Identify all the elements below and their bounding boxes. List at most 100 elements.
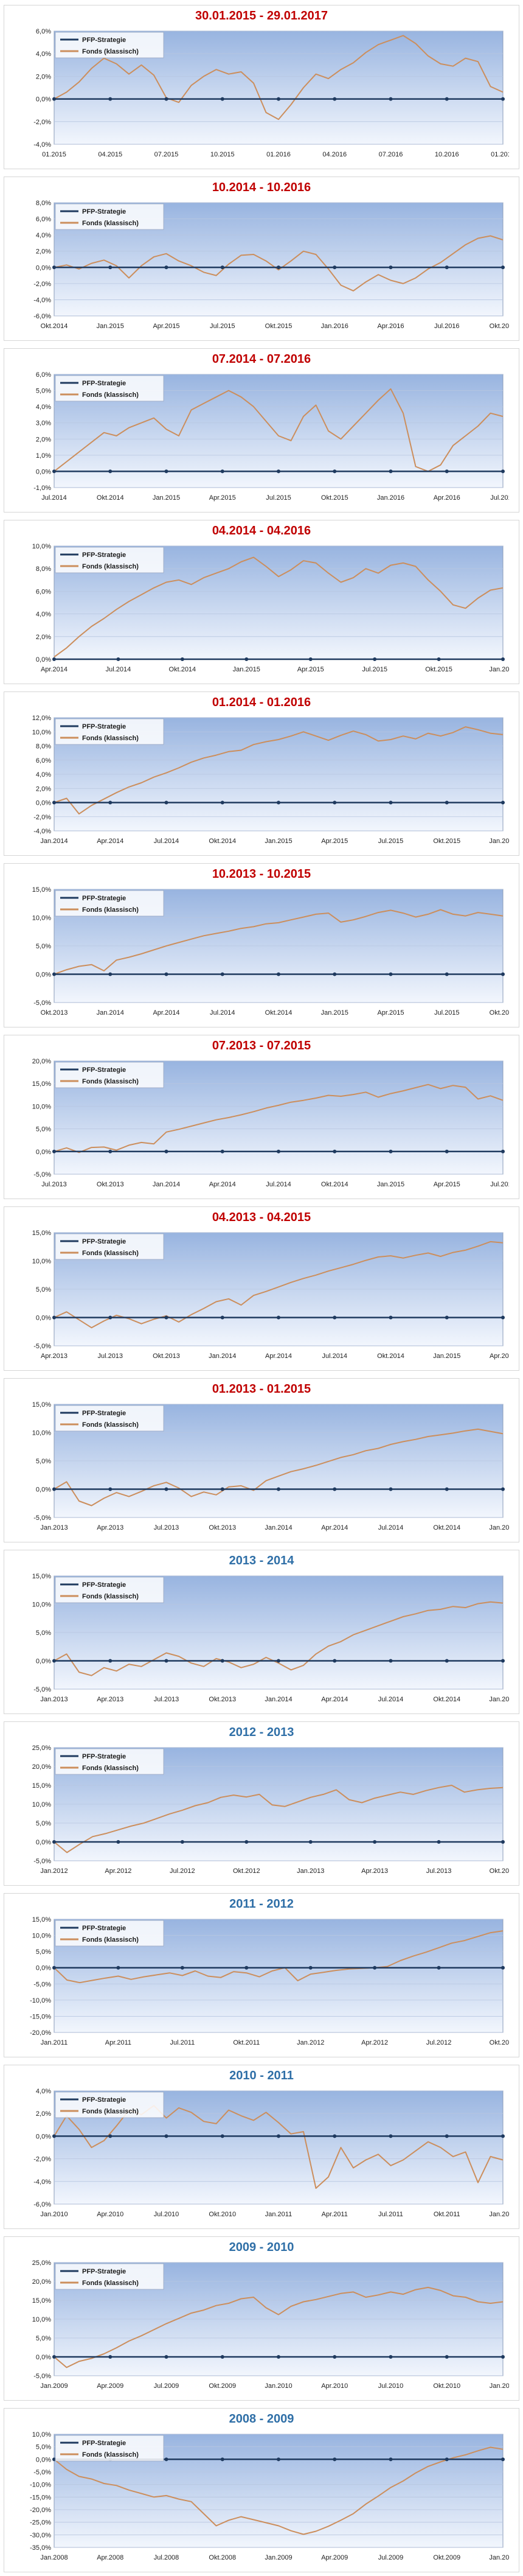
strategie-marker bbox=[501, 657, 505, 661]
y-tick-label: -20,0% bbox=[30, 2029, 51, 2037]
strategie-marker bbox=[389, 469, 393, 474]
y-tick-label: 0,0% bbox=[36, 1965, 51, 1972]
strategie-marker bbox=[389, 2134, 393, 2138]
y-tick-label: 6,0% bbox=[36, 757, 51, 765]
legend: PFP-Strategie Fonds (klassisch) bbox=[55, 203, 164, 230]
strategie-marker bbox=[116, 657, 120, 661]
y-tick-label: 5,0% bbox=[36, 1458, 51, 1465]
strategie-marker bbox=[333, 1315, 337, 1320]
line-chart: -5,0% 0,0% 5,0% 10,0% 15,0% Jan.2013 Apr.2013 J… bbox=[32, 1401, 509, 1531]
x-tick-label: Apr.2015 bbox=[297, 666, 324, 673]
legend-label-strategie: PFP-Strategie bbox=[82, 1238, 126, 1245]
x-tick-label: Okt.2009 bbox=[209, 2382, 236, 2390]
legend-box bbox=[55, 32, 164, 58]
y-tick-label: 0,0% bbox=[36, 800, 51, 807]
chart-title: 2010 - 2011 bbox=[229, 2069, 294, 2082]
y-tick-label: 20,0% bbox=[32, 2278, 51, 2286]
x-tick-label: Okt.2013 bbox=[490, 1867, 509, 1875]
strategie-marker bbox=[501, 2355, 505, 2359]
strategie-marker bbox=[220, 1315, 224, 1320]
x-tick-label: Jul.2015 bbox=[210, 323, 235, 330]
y-tick-label: -5,0% bbox=[33, 999, 51, 1007]
x-tick-label: Apr.2009 bbox=[97, 2382, 123, 2390]
line-chart: -5,0% 0,0% 5,0% 10,0% 15,0% 20,0% 25,0% Jan.201… bbox=[32, 1745, 509, 1875]
strategie-marker bbox=[445, 1487, 449, 1491]
chart-title: 2011 - 2012 bbox=[229, 1897, 294, 1911]
y-tick-label: 6,0% bbox=[36, 216, 51, 223]
x-tick-label: Apr.2013 bbox=[361, 1867, 388, 1875]
strategie-marker bbox=[180, 657, 184, 661]
strategie-marker bbox=[52, 1315, 56, 1320]
strategie-marker bbox=[220, 1149, 224, 1153]
chart-title: 01.2013 - 01.2015 bbox=[212, 1382, 311, 1396]
strategie-marker bbox=[308, 1965, 313, 1970]
strategie-marker bbox=[164, 2134, 168, 2138]
chart-title: 07.2013 - 07.2015 bbox=[212, 1039, 311, 1052]
strategie-marker bbox=[52, 657, 56, 661]
x-tick-label: Jan.2016 bbox=[377, 494, 404, 502]
y-tick-label: 0,0% bbox=[36, 1839, 51, 1846]
strategie-marker bbox=[164, 1487, 168, 1491]
x-tick-label: Apr.2015 bbox=[209, 494, 236, 502]
strategie-marker bbox=[277, 1149, 280, 1153]
x-tick-label: Okt.2016 bbox=[490, 323, 509, 330]
strategie-marker bbox=[277, 2457, 280, 2462]
x-tick-label: Jul.2016 bbox=[490, 494, 509, 502]
legend-label-fonds: Fonds (klassisch) bbox=[82, 906, 139, 914]
x-tick-label: Apr.2013 bbox=[97, 1524, 123, 1531]
legend-label-strategie: PFP-Strategie bbox=[82, 551, 126, 559]
fonds-series-line bbox=[54, 1241, 504, 1329]
fonds-series-line bbox=[54, 235, 504, 292]
y-tick-label: 5,0% bbox=[36, 1126, 51, 1133]
line-chart: -35,0% -30,0% -25,0% -20,0% -15,0% -10,0% -5,0… bbox=[30, 2431, 509, 2561]
strategie-marker bbox=[445, 1659, 449, 1663]
strategie-marker bbox=[501, 265, 505, 270]
x-tick-label: Okt.2014 bbox=[169, 666, 196, 673]
y-tick-label: 5,0% bbox=[36, 1948, 51, 1956]
y-tick-label: 0,0% bbox=[36, 971, 51, 979]
y-tick-label: -5,0% bbox=[33, 2469, 51, 2476]
strategie-marker bbox=[277, 1487, 280, 1491]
strategie-marker bbox=[164, 1659, 168, 1663]
x-tick-label: Okt.2014 bbox=[377, 1353, 404, 1360]
x-tick-label: Apr.2009 bbox=[321, 2554, 348, 2561]
chart-title: 04.2013 - 04.2015 bbox=[212, 1211, 311, 1224]
y-tick-label: -5,0% bbox=[33, 1171, 51, 1178]
x-tick-label: Jan.2010 bbox=[265, 2382, 292, 2390]
x-tick-label: Jul.2013 bbox=[154, 1524, 179, 1531]
chart-panel: 2008 - 2009 -35,0% -30,0% -25,0% -20,0% -15,0… bbox=[4, 2408, 519, 2572]
chart-panel: 2011 - 2012 -20,0% -15,0% -10,0% -5,0% 0,0% 5,… bbox=[4, 1893, 519, 2057]
x-tick-label: Okt.2014 bbox=[265, 1009, 293, 1017]
strategie-marker bbox=[277, 265, 280, 270]
chart-panel: 04.2013 - 04.2015 -5,0% 0,0% 5,0% 10,0% 15,0%… bbox=[4, 1206, 519, 1371]
legend: PFP-Strategie Fonds (klassisch) bbox=[55, 890, 164, 917]
y-tick-label: -2,0% bbox=[33, 281, 51, 288]
strategie-marker bbox=[389, 2355, 393, 2359]
x-tick-label: Jul.2014 bbox=[210, 1009, 235, 1017]
x-tick-label: Apr.2014 bbox=[321, 1524, 348, 1531]
y-tick-label: 2,0% bbox=[36, 2110, 51, 2118]
legend-box bbox=[55, 2263, 164, 2290]
chart-panel: 2013 - 2014 -5,0% 0,0% 5,0% 10,0% 15,0% Jan.20… bbox=[4, 1550, 519, 1714]
strategie-marker bbox=[220, 97, 224, 101]
x-tick-label: Okt.2010 bbox=[433, 2382, 460, 2390]
y-tick-label: 8,0% bbox=[36, 743, 51, 751]
legend-box bbox=[55, 890, 164, 917]
legend: PFP-Strategie Fonds (klassisch) bbox=[55, 1233, 164, 1260]
legend: PFP-Strategie Fonds (klassisch) bbox=[55, 2263, 164, 2290]
strategie-marker bbox=[501, 2457, 505, 2462]
line-chart: -5,0% 0,0% 5,0% 10,0% 15,0% 20,0% 25,0% Jan.200… bbox=[32, 2259, 509, 2390]
strategie-marker bbox=[373, 1840, 377, 1844]
chart-panel: 10.2013 - 10.2015 -5,0% 0,0% 5,0% 10,0% 15,0%… bbox=[4, 863, 519, 1027]
y-tick-label: 10,0% bbox=[32, 2316, 51, 2323]
strategie-marker bbox=[220, 800, 224, 805]
legend-label-strategie: PFP-Strategie bbox=[82, 2440, 126, 2447]
x-tick-label: Okt.2011 bbox=[434, 2211, 460, 2218]
x-tick-label: Jan.2014 bbox=[265, 1696, 292, 1703]
strategie-marker bbox=[389, 972, 393, 976]
x-tick-label: Jul.2010 bbox=[378, 2382, 404, 2390]
legend-box bbox=[55, 2091, 164, 2118]
strategie-marker bbox=[52, 2457, 56, 2462]
strategie-marker bbox=[277, 1315, 280, 1320]
legend-label-fonds: Fonds (klassisch) bbox=[82, 1078, 139, 1085]
